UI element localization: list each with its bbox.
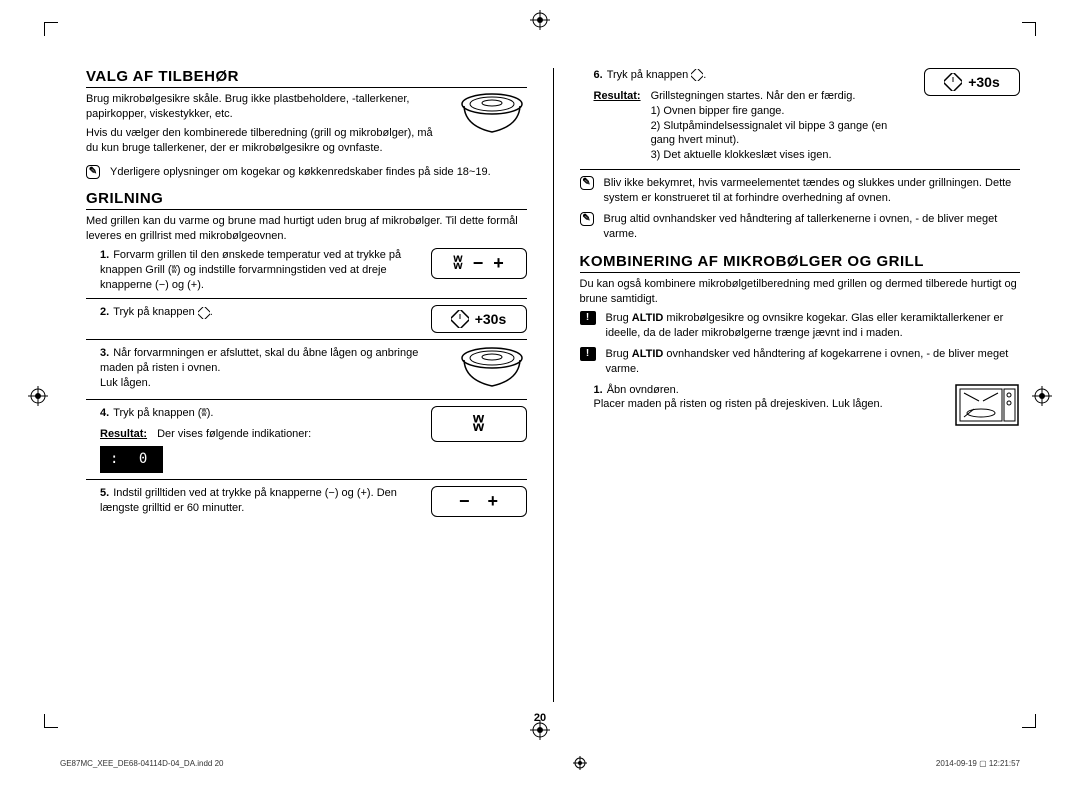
bowl-illustration-icon xyxy=(457,92,527,139)
note-row: ✎ Bliv ikke bekymret, hvis varmeelemente… xyxy=(580,176,1021,206)
result-label: Resultat: xyxy=(594,89,641,163)
step-num: 6. xyxy=(594,69,603,81)
para: Du kan også kombinere mikrobølgetilbered… xyxy=(580,277,1021,307)
step-4: 4. Tryk på knappen (ʬ). Resultat: Der vis… xyxy=(86,406,527,473)
footer-filename: GE87MC_XEE_DE68-04114D-04_DA.indd 20 xyxy=(60,759,224,768)
step-num: 1. xyxy=(100,249,109,261)
step-5: 5.Indstil grilltiden ved at trykke på kn… xyxy=(86,486,527,517)
start-30s-icon: +30s xyxy=(431,305,527,333)
heading-accessories: VALG AF TILBEHØR xyxy=(86,68,527,88)
crop-mark xyxy=(44,22,58,36)
step-text: Tryk på knappen (ʬ). xyxy=(113,407,213,419)
minus-plus-icon: −+ xyxy=(431,486,527,517)
note-text: Yderligere oplysninger om kogekar og køk… xyxy=(110,165,527,180)
list-item: 3) Det aktuelle klokkeslæt vises igen. xyxy=(651,148,910,163)
step-text: Forvarm grillen til den ønskede temperat… xyxy=(100,249,401,291)
note-icon: ✎ xyxy=(580,212,594,226)
registration-mark-icon xyxy=(530,10,550,30)
step-6: 6.Tryk på knappen . Resultat: Grillstegn… xyxy=(580,68,1021,163)
step-2: 2.Tryk på knappen . +30s xyxy=(86,305,527,333)
para: Brug mikrobølgesikre skåle. Brug ikke pl… xyxy=(86,92,443,122)
step-text: Indstil grilltiden ved at trykke på knap… xyxy=(100,487,397,514)
result-label: Resultat: xyxy=(100,427,147,442)
registration-mark-icon xyxy=(28,386,48,406)
note-row: ✎ Yderligere oplysninger om kogekar og k… xyxy=(86,165,527,180)
result-text: Grillstegningen startes. Når den er færd… xyxy=(651,89,910,104)
left-column: VALG AF TILBEHØR Brug mikrobølgesikre sk… xyxy=(86,68,527,702)
step-text: Åbn ovndøren. xyxy=(607,384,679,396)
step-num: 1. xyxy=(594,384,603,396)
heading-grilling: GRILNING xyxy=(86,190,527,210)
step-text: Tryk på knappen xyxy=(113,306,198,318)
step-3: 3.Når forvarmningen er afsluttet, skal d… xyxy=(86,346,527,393)
heading-combination: KOMBINERING AF MIKROBØLGER OG GRILL xyxy=(580,253,1021,273)
footer-timestamp: 2014-09-19 ▢ 12:21:57 xyxy=(936,759,1020,768)
combo-step-1: 1. Åbn ovndøren. Placer maden på risten o… xyxy=(580,383,1021,430)
note-text: Bliv ikke bekymret, hvis varmeelementet … xyxy=(604,176,1021,206)
step-num: 5. xyxy=(100,487,109,499)
warning-row: ! Brug ALTID mikrobølgesikre og ovnsikre… xyxy=(580,311,1021,341)
crop-mark xyxy=(1022,22,1036,36)
warning-icon: ! xyxy=(580,311,596,325)
note-icon: ✎ xyxy=(580,176,594,190)
right-column: 6.Tryk på knappen . Resultat: Grillstegn… xyxy=(580,68,1021,702)
warning-row: ! Brug ALTID ovnhandsker ved håndtering … xyxy=(580,347,1021,377)
result-text: Der vises følgende indikationer: xyxy=(157,427,311,442)
para: Med grillen kan du varme og brune mad hu… xyxy=(86,214,527,244)
warn-text: Brug ALTID mikrobølgesikre og ovnsikre k… xyxy=(606,311,1021,341)
crop-mark xyxy=(44,714,58,728)
step-text: Luk lågen. xyxy=(100,377,151,389)
footer: GE87MC_XEE_DE68-04114D-04_DA.indd 20 201… xyxy=(60,756,1020,770)
step-num: 2. xyxy=(100,306,109,318)
start-30s-icon: +30s xyxy=(924,68,1020,96)
list-item: 1) Ovnen bipper fire gange. xyxy=(651,104,910,119)
step-num: 4. xyxy=(100,407,109,419)
note-row: ✎ Brug altid ovnhandsker ved håndtering … xyxy=(580,212,1021,242)
registration-mark-icon xyxy=(573,756,587,770)
page-number: 20 xyxy=(534,712,546,724)
microwave-illustration-icon xyxy=(954,383,1020,430)
step-text: Tryk på knappen xyxy=(607,69,692,81)
warn-text: Brug ALTID ovnhandsker ved håndtering af… xyxy=(606,347,1021,377)
registration-mark-icon xyxy=(1032,386,1052,406)
step-text: Når forvarmningen er afsluttet, skal du … xyxy=(100,347,418,374)
para: Hvis du vælger den kombinerede tilberedn… xyxy=(86,126,443,156)
intro-block: Brug mikrobølgesikre skåle. Brug ikke pl… xyxy=(86,92,527,159)
page-content: VALG AF TILBEHØR Brug mikrobølgesikre sk… xyxy=(86,68,1020,702)
column-divider xyxy=(553,68,554,702)
list-item: 2) Slutpåmindelsessignalet vil bippe 3 g… xyxy=(651,119,910,149)
btn-label: +30s xyxy=(968,74,1000,90)
step-num: 3. xyxy=(100,347,109,359)
crop-mark xyxy=(1022,714,1036,728)
note-icon: ✎ xyxy=(86,165,100,179)
step-1: 1.Forvarm grillen til den ønskede temper… xyxy=(86,248,527,293)
note-text: Brug altid ovnhandsker ved håndtering af… xyxy=(604,212,1021,242)
display-icon: : 0 xyxy=(100,446,163,473)
grill-button-icon: ʬ xyxy=(431,406,527,442)
bowl-illustration-icon xyxy=(457,346,527,393)
step-text: Placer maden på risten og risten på drej… xyxy=(594,398,883,410)
grill-minus-plus-icon: ʬ−+ xyxy=(431,248,527,279)
warning-icon: ! xyxy=(580,347,596,361)
btn-label: +30s xyxy=(475,311,507,327)
